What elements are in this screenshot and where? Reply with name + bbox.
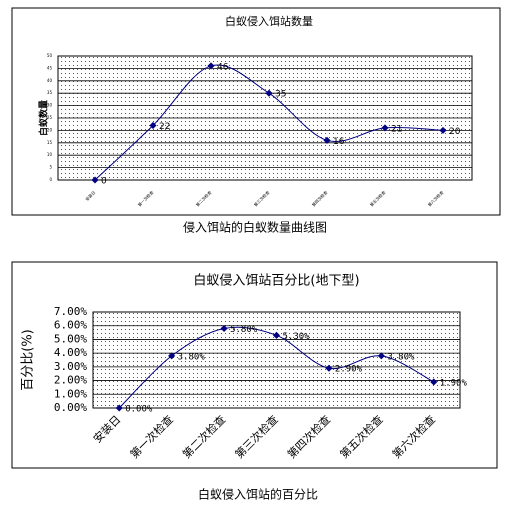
y-tick-label: 20 [47, 127, 53, 132]
y-tick-label: 25 [47, 115, 53, 120]
data-label: 5.30% [283, 332, 311, 342]
y-tick-label: 2.00% [54, 374, 87, 387]
data-point [265, 89, 273, 97]
y-tick-label: 30 [47, 103, 53, 108]
data-label: 35 [275, 90, 286, 100]
data-point [220, 324, 228, 332]
y-tick-label: 5 [49, 165, 52, 170]
data-point [325, 364, 333, 372]
y-tick-label: 50 [47, 53, 53, 58]
data-point [91, 176, 99, 184]
y-tick-label: 35 [47, 90, 53, 95]
data-label: 20 [449, 127, 461, 137]
caption: 白蚁侵入饵站的百分比 [198, 487, 318, 502]
data-point [207, 62, 215, 70]
data-label: 16 [333, 137, 345, 147]
y-tick-label: 45 [47, 65, 53, 70]
data-label: 46 [217, 62, 229, 72]
data-point [323, 136, 331, 144]
chart-title: 白蚁侵入饵站数量 [225, 14, 313, 28]
data-label: 3.80% [387, 352, 415, 362]
y-tick-label: 3.00% [54, 360, 87, 373]
y-axis-label: 白蚁数量 [38, 100, 50, 136]
y-tick-label: 6.00% [54, 319, 87, 332]
data-label: 3.80% [178, 352, 206, 362]
y-tick-label: 7.00% [54, 305, 87, 318]
data-point [377, 352, 385, 360]
data-point [381, 124, 389, 132]
y-tick-label: 15 [47, 140, 53, 145]
y-tick-label: 4.00% [54, 346, 87, 359]
data-point [430, 378, 438, 386]
y-tick-label: 0 [49, 177, 52, 182]
data-label: 22 [159, 122, 170, 132]
data-label: 21 [391, 124, 402, 134]
data-label: 1.90% [440, 378, 468, 388]
data-label: 5.80% [230, 325, 258, 335]
y-tick-label: 5.00% [54, 332, 87, 345]
data-label: 0.00% [125, 405, 153, 415]
y-tick-label: 40 [47, 78, 53, 83]
caption: 侵入饵站的白蚁数量曲线图 [183, 220, 327, 235]
data-point [149, 121, 157, 129]
data-label: 2.90% [335, 365, 363, 375]
y-tick-label: 1.00% [54, 387, 87, 400]
data-point [115, 404, 123, 412]
plot-area [92, 311, 461, 409]
data-point [439, 126, 447, 134]
y-tick-label: 10 [47, 152, 53, 157]
data-point [272, 331, 281, 339]
chart-title: 白蚁侵入饵站百分比(地下型) [193, 273, 359, 289]
data-point [168, 352, 176, 360]
data-label: 0 [101, 177, 107, 187]
y-tick-label: 0.00% [54, 401, 87, 414]
y-axis-label: 百分比(%) [21, 329, 36, 391]
